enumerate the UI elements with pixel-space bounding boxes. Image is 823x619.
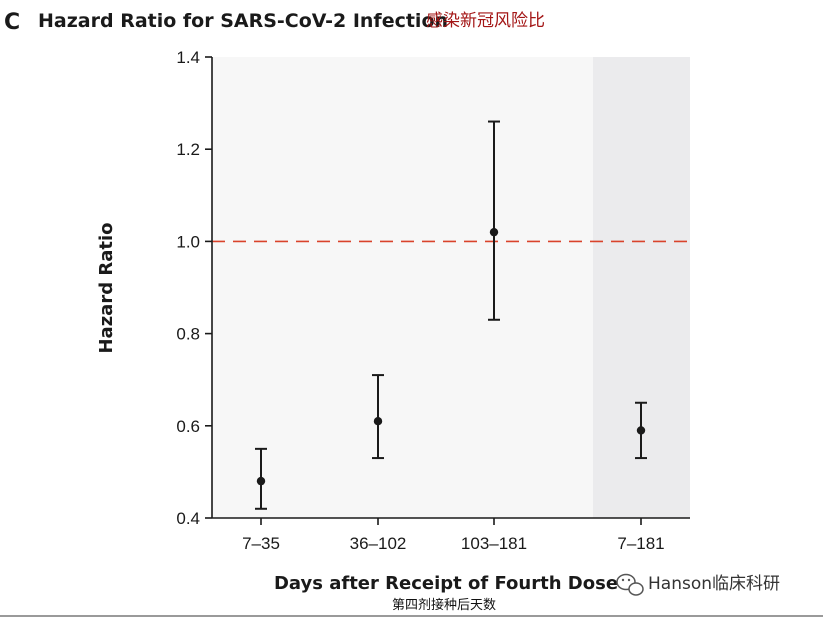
y-tick-label: 1.0 [176,232,200,251]
data-points [255,120,647,510]
x-tick-label: 7–181 [617,534,664,553]
x-axis-subtitle: 第四剂接种后天数 [392,597,496,613]
y-axis: 0.4 0.6 0.8 1.0 1.2 1.4 [176,48,213,528]
chart-title: Hazard Ratio for SARS-CoV-2 Infection [38,10,448,32]
y-tick-label: 0.8 [176,325,200,344]
data-point [256,476,266,486]
bottom-divider [0,615,823,617]
x-axis-title: Days after Receipt of Fourth Dose [274,573,618,594]
panel-letter: C [4,10,20,35]
y-axis-title: Hazard Ratio [96,222,117,353]
y-tick-label: 0.6 [176,417,200,436]
x-tick-label: 103–181 [461,534,527,553]
wechat-icon [616,573,644,596]
y-tick-label: 0.4 [176,509,200,528]
data-point [489,227,499,237]
chart-subtitle: 感染新冠风险比 [426,11,545,31]
x-tick-label: 7–35 [242,534,280,553]
watermark-text: Hanson临床科研 [648,574,780,594]
y-tick-label: 1.2 [176,140,200,159]
x-tick-label: 36–102 [350,534,407,553]
data-point [636,426,646,435]
x-axis: 7–35 36–102 103–181 7–181 [212,517,690,553]
y-tick-label: 1.4 [176,48,200,67]
data-point [373,416,383,426]
